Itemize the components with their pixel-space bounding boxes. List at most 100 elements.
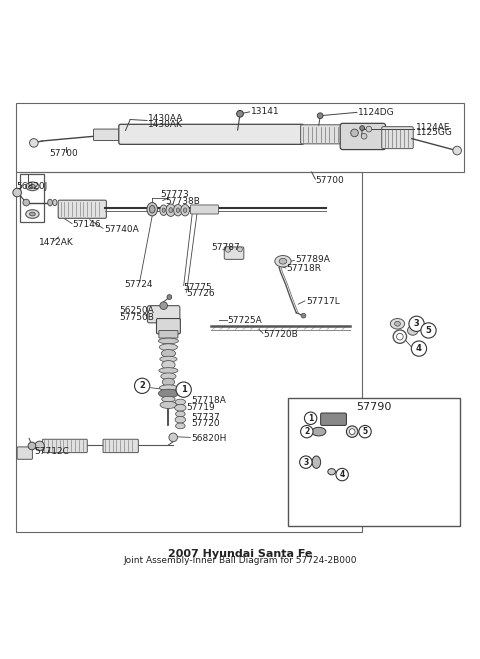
- Ellipse shape: [166, 204, 176, 216]
- FancyBboxPatch shape: [147, 306, 180, 323]
- FancyBboxPatch shape: [224, 247, 244, 260]
- Ellipse shape: [30, 212, 35, 216]
- Text: 5: 5: [362, 427, 368, 436]
- Text: 1: 1: [181, 385, 187, 394]
- Text: 57720: 57720: [192, 420, 220, 428]
- Circle shape: [30, 138, 38, 147]
- Text: 2: 2: [304, 427, 310, 436]
- Ellipse shape: [176, 423, 185, 429]
- Text: 1430AK: 1430AK: [148, 120, 183, 129]
- Text: 2007 Hyundai Santa Fe: 2007 Hyundai Santa Fe: [168, 549, 312, 559]
- Text: 57790: 57790: [356, 402, 391, 413]
- Ellipse shape: [30, 185, 35, 188]
- FancyBboxPatch shape: [42, 440, 87, 453]
- Ellipse shape: [158, 338, 179, 344]
- Text: 57773: 57773: [160, 190, 189, 200]
- Circle shape: [453, 146, 461, 155]
- Ellipse shape: [390, 318, 405, 329]
- FancyBboxPatch shape: [191, 205, 218, 214]
- Ellipse shape: [161, 373, 176, 380]
- FancyBboxPatch shape: [156, 318, 180, 334]
- Text: 57750B: 57750B: [120, 312, 155, 322]
- Ellipse shape: [159, 368, 178, 374]
- FancyBboxPatch shape: [382, 127, 413, 149]
- Text: 13141: 13141: [251, 107, 280, 117]
- Ellipse shape: [160, 205, 168, 215]
- Ellipse shape: [26, 210, 39, 218]
- Text: 57775: 57775: [184, 283, 213, 291]
- Ellipse shape: [312, 427, 326, 436]
- Circle shape: [361, 133, 367, 139]
- Text: 1: 1: [308, 414, 313, 423]
- Bar: [21, 174, 44, 221]
- Text: 57724: 57724: [124, 279, 153, 289]
- Ellipse shape: [349, 429, 355, 434]
- Text: 57700: 57700: [315, 176, 344, 185]
- Text: 1124AE: 1124AE: [416, 123, 450, 132]
- Circle shape: [336, 469, 348, 481]
- Bar: [288, 398, 459, 526]
- Circle shape: [237, 111, 243, 117]
- Text: 57719: 57719: [187, 403, 216, 412]
- Circle shape: [238, 247, 242, 252]
- Ellipse shape: [162, 378, 175, 386]
- Text: 57789A: 57789A: [295, 255, 330, 264]
- Circle shape: [300, 456, 312, 469]
- FancyBboxPatch shape: [58, 200, 107, 218]
- Text: 4: 4: [339, 470, 345, 479]
- Text: 57717L: 57717L: [306, 297, 340, 306]
- Circle shape: [304, 412, 317, 424]
- Ellipse shape: [328, 469, 336, 475]
- Ellipse shape: [181, 204, 190, 216]
- Text: 3: 3: [303, 457, 309, 467]
- Ellipse shape: [53, 200, 57, 206]
- Circle shape: [411, 341, 427, 357]
- Ellipse shape: [160, 357, 177, 362]
- Circle shape: [176, 382, 192, 397]
- Ellipse shape: [279, 258, 287, 264]
- Circle shape: [13, 188, 22, 197]
- FancyBboxPatch shape: [17, 447, 33, 459]
- Text: 57738B: 57738B: [166, 196, 201, 206]
- Ellipse shape: [159, 385, 178, 391]
- Circle shape: [409, 316, 424, 331]
- Text: 5: 5: [426, 326, 432, 335]
- Text: 57712C: 57712C: [34, 447, 69, 455]
- Ellipse shape: [275, 256, 291, 267]
- Text: 57718R: 57718R: [287, 264, 322, 273]
- Ellipse shape: [147, 202, 157, 216]
- Ellipse shape: [26, 182, 39, 190]
- Ellipse shape: [175, 416, 186, 423]
- Text: 57725A: 57725A: [227, 316, 262, 326]
- FancyBboxPatch shape: [94, 129, 121, 140]
- Text: 57726: 57726: [187, 289, 215, 299]
- Text: 1124DG: 1124DG: [359, 108, 395, 117]
- Circle shape: [23, 199, 30, 206]
- Text: 4: 4: [416, 344, 422, 353]
- FancyBboxPatch shape: [340, 123, 385, 150]
- Text: 2: 2: [139, 382, 145, 390]
- Ellipse shape: [161, 349, 176, 357]
- Circle shape: [421, 323, 436, 338]
- Circle shape: [360, 126, 364, 130]
- Ellipse shape: [395, 322, 400, 326]
- Ellipse shape: [149, 206, 155, 213]
- FancyBboxPatch shape: [103, 440, 138, 453]
- Text: 1125GG: 1125GG: [416, 129, 453, 137]
- FancyBboxPatch shape: [119, 125, 304, 144]
- Ellipse shape: [159, 344, 178, 351]
- Ellipse shape: [176, 208, 180, 212]
- Ellipse shape: [175, 399, 186, 405]
- Ellipse shape: [183, 208, 187, 212]
- Circle shape: [28, 442, 36, 449]
- Ellipse shape: [312, 456, 321, 469]
- Circle shape: [300, 426, 313, 438]
- Text: 57700: 57700: [49, 150, 78, 158]
- Text: 1430AA: 1430AA: [148, 113, 184, 123]
- Text: 56820H: 56820H: [192, 434, 227, 443]
- Text: 56820J: 56820J: [17, 182, 48, 191]
- Circle shape: [366, 127, 372, 132]
- Text: 57737: 57737: [192, 413, 220, 422]
- FancyBboxPatch shape: [321, 413, 347, 426]
- Ellipse shape: [162, 360, 175, 369]
